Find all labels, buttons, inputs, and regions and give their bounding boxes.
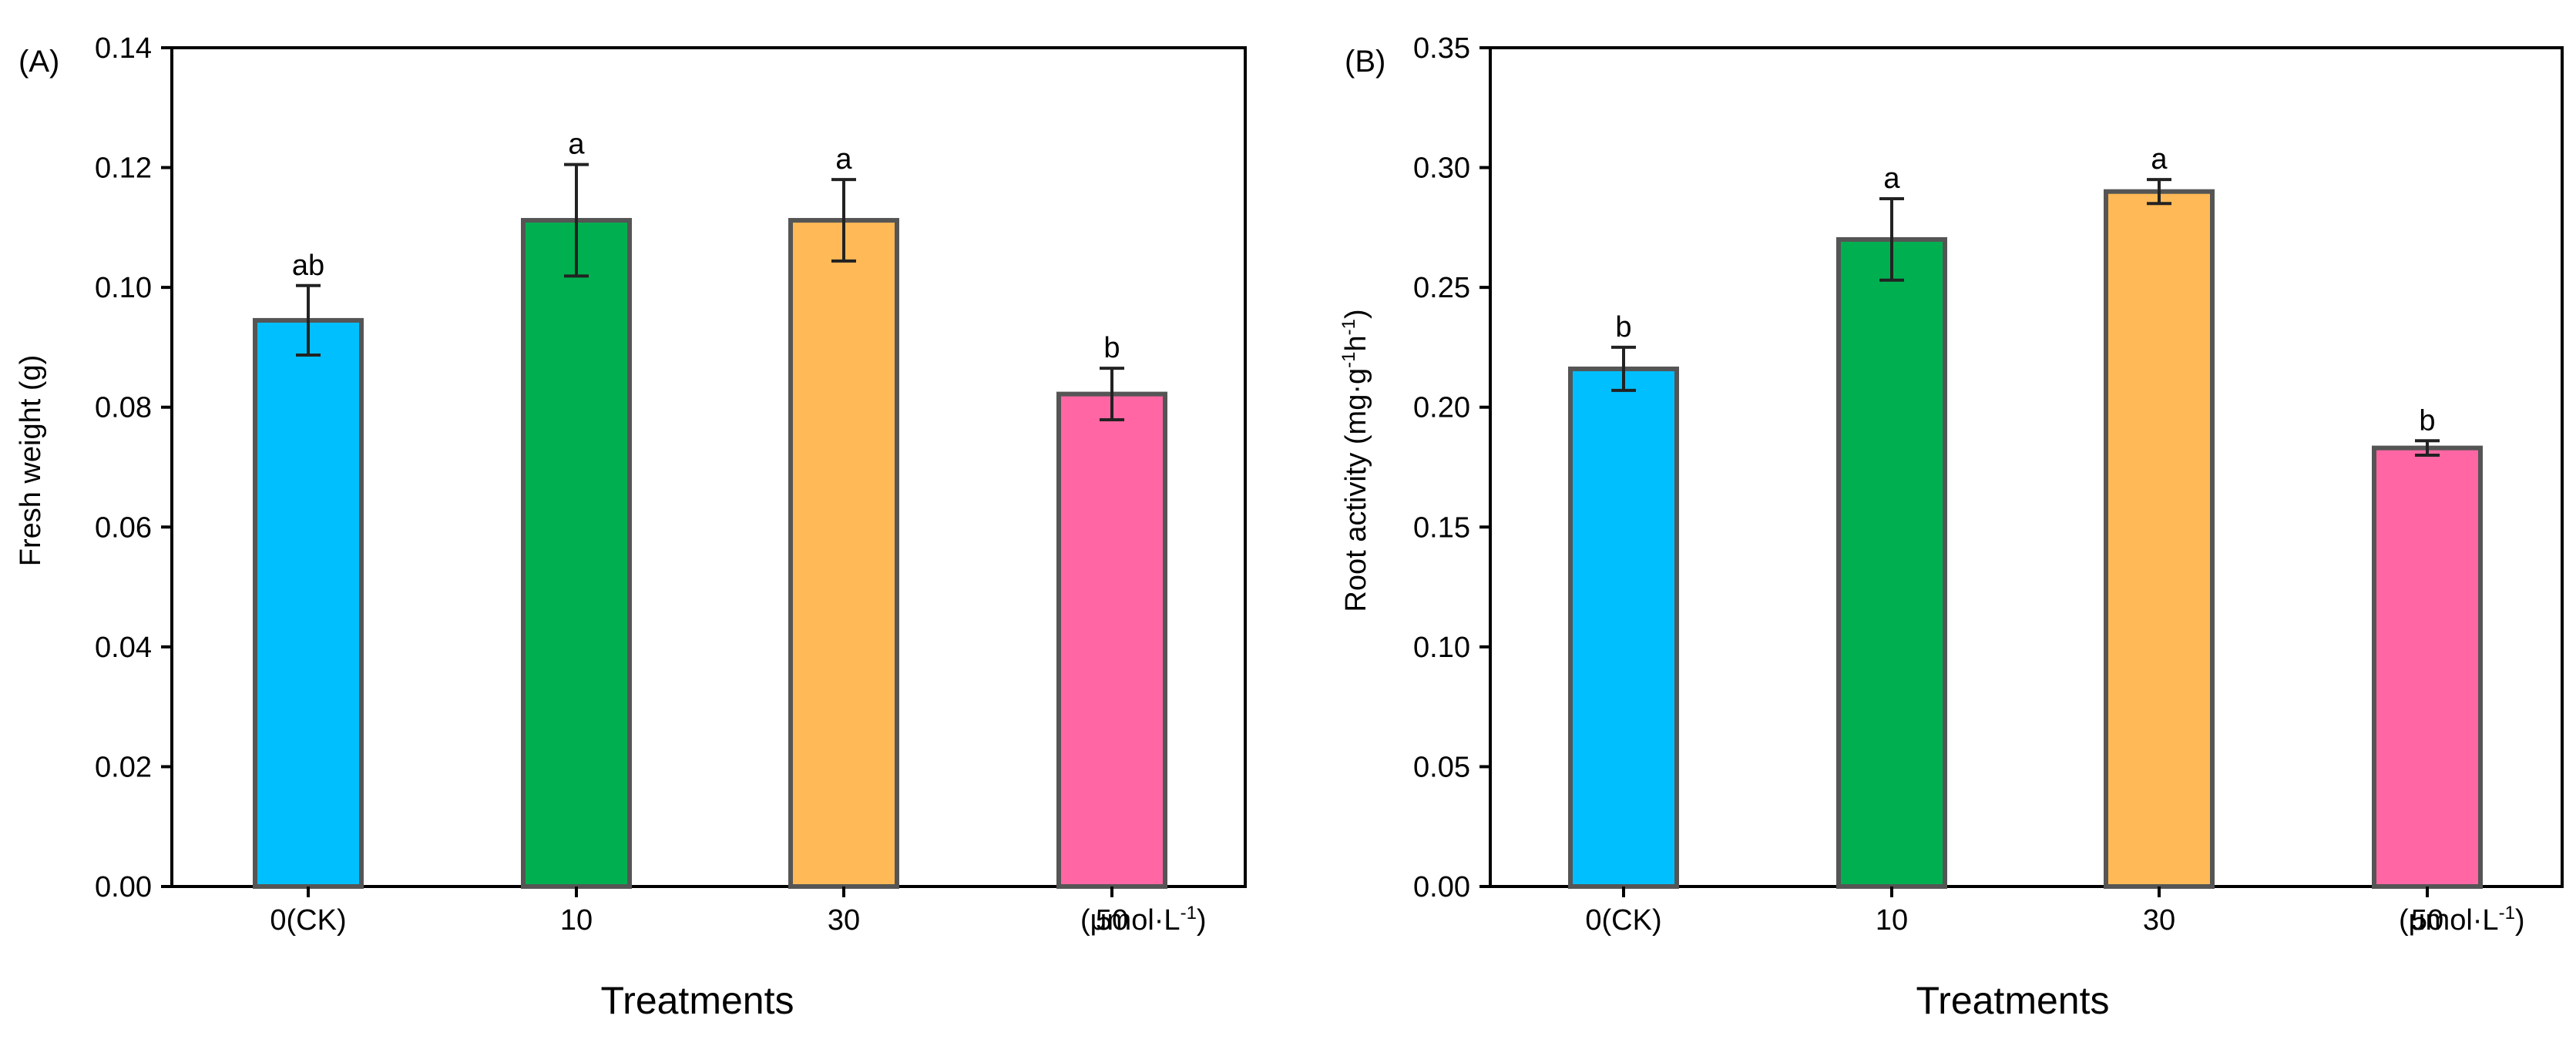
x-tick-label-b-3: 50 bbox=[2411, 904, 2443, 937]
y-axis-title-b: Root activity (mg·g-1h-1) bbox=[1338, 309, 1372, 612]
bar-b-0 bbox=[1568, 366, 1679, 889]
x-axis-title-b: Treatments bbox=[1916, 979, 2109, 1022]
y-tick-label-a-7: 0.14 bbox=[95, 32, 152, 65]
x-tick-label-b-1: 10 bbox=[1876, 904, 1908, 937]
bar-b-1 bbox=[1836, 236, 1947, 889]
y-tick-label-a-6: 0.12 bbox=[95, 152, 152, 185]
x-unit-label-b: (μmol·L-1) bbox=[2399, 903, 2525, 937]
y-axis-title-b-sup1: -1 bbox=[1338, 352, 1359, 368]
plot-a: 0.000.020.040.060.080.100.120.14ab0(CK)a… bbox=[95, 32, 1247, 937]
y-axis-title-b-part3: ) bbox=[1340, 309, 1372, 319]
significance-label-b-0: b bbox=[1615, 311, 1631, 344]
y-tick-label-b-6: 0.30 bbox=[1413, 152, 1470, 185]
y-axis-title-a: Fresh weight (g) bbox=[15, 355, 47, 567]
y-tick-label-b-4: 0.20 bbox=[1413, 392, 1470, 424]
panel-label-b: (B) bbox=[1345, 45, 1385, 79]
x-tick-label-a-2: 30 bbox=[828, 904, 860, 937]
plot-frame-b bbox=[1489, 46, 2564, 888]
plot-b: 0.00 0.05 0.10 0.15 0.20 0.25 0.30 0.35 b 0(CK) a 1… bbox=[1413, 32, 2564, 937]
x-tick-label-b-0: 0(CK) bbox=[1585, 904, 1661, 937]
x-axis-title-a: Treatments bbox=[600, 979, 794, 1022]
y-tick-label-b-7: 0.35 bbox=[1413, 32, 1470, 65]
panel-label-a: (A) bbox=[18, 45, 59, 79]
bar-b-2 bbox=[2104, 189, 2215, 889]
y-tick-label-b-5: 0.25 bbox=[1413, 272, 1470, 304]
significance-label-a-0: ab bbox=[292, 250, 324, 282]
y-tick-label-a-2: 0.04 bbox=[95, 632, 152, 664]
x-tick-label-b-2: 30 bbox=[2143, 904, 2175, 937]
x-tick-label-a-1: 10 bbox=[560, 904, 593, 937]
bar-a-3 bbox=[1056, 391, 1167, 889]
bar-a-2 bbox=[788, 218, 899, 890]
significance-label-b-1: a bbox=[1883, 163, 1900, 195]
significance-label-b-2: a bbox=[2151, 143, 2168, 176]
bar-a-1 bbox=[521, 218, 632, 890]
significance-label-a-3: b bbox=[1103, 332, 1120, 364]
y-axis-title-b-part1: Root activity (mg·g bbox=[1340, 368, 1372, 612]
x-tick-label-a-0: 0(CK) bbox=[270, 904, 346, 937]
bar-a-0 bbox=[253, 317, 364, 889]
y-tick-label-b-3: 0.15 bbox=[1413, 511, 1470, 544]
x-unit-label-a: (μmol·L-1) bbox=[1080, 903, 1207, 937]
significance-label-a-1: a bbox=[568, 129, 585, 161]
x-unit-label-a-main: (μmol·L bbox=[1080, 904, 1181, 937]
x-unit-label-b-main: (μmol·L bbox=[2399, 904, 2499, 937]
y-tick-label-b-0: 0.00 bbox=[1413, 871, 1470, 903]
x-unit-label-b-close: ) bbox=[2515, 904, 2525, 937]
x-tick-label-a-3: 50 bbox=[1096, 904, 1128, 937]
y-tick-label-b-2: 0.10 bbox=[1413, 632, 1470, 664]
y-axis-title-b-sup2: -1 bbox=[1338, 319, 1359, 335]
x-unit-label-a-close: ) bbox=[1197, 904, 1207, 937]
y-tick-label-a-4: 0.08 bbox=[95, 392, 152, 424]
y-tick-label-a-5: 0.10 bbox=[95, 272, 152, 304]
significance-label-b-3: b bbox=[2419, 404, 2435, 437]
y-tick-label-a-1: 0.02 bbox=[95, 751, 152, 783]
y-tick-label-a-3: 0.06 bbox=[95, 511, 152, 544]
x-unit-label-b-sup: -1 bbox=[2499, 903, 2515, 923]
y-axis-title-b-part2: h bbox=[1340, 335, 1372, 351]
y-tick-label-b-1: 0.05 bbox=[1413, 751, 1470, 783]
plot-frame-a bbox=[170, 46, 1247, 888]
y-tick-label-a-0: 0.00 bbox=[95, 871, 152, 903]
significance-label-a-2: a bbox=[835, 143, 852, 176]
x-unit-label-a-sup: -1 bbox=[1181, 903, 1197, 923]
bar-b-3 bbox=[2372, 445, 2483, 889]
